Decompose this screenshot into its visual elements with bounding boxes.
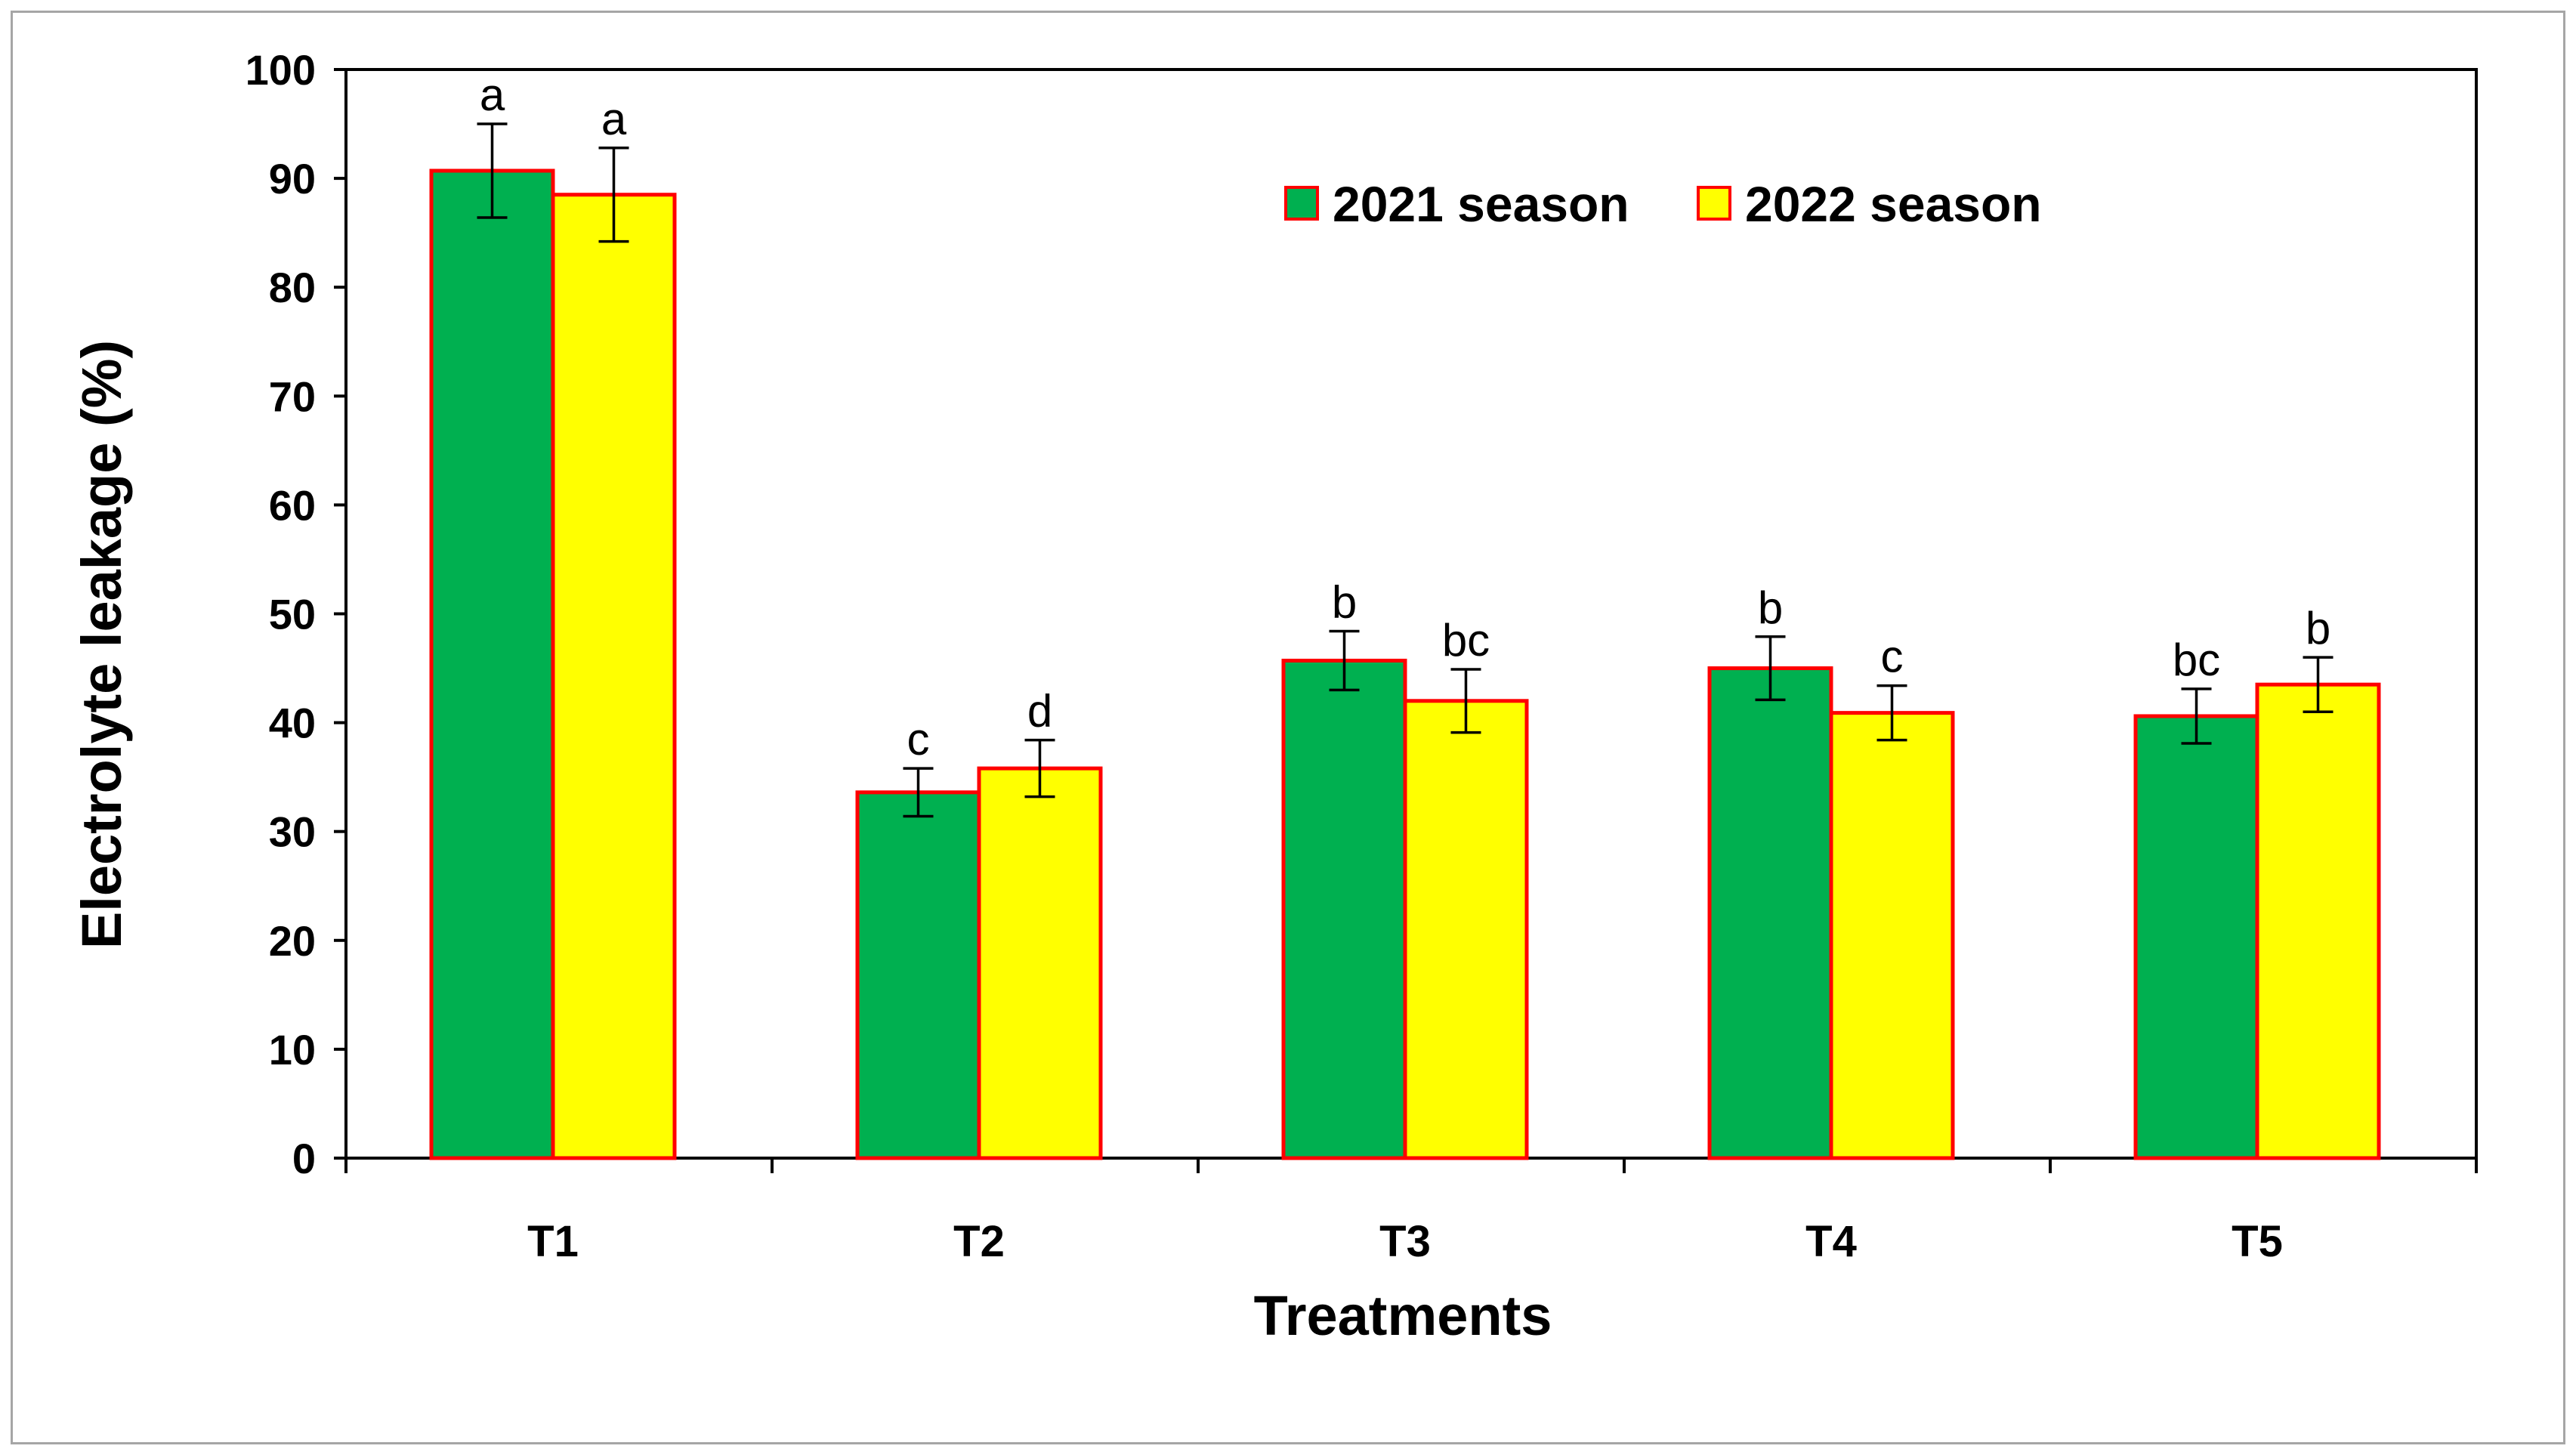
significance-letter: b: [1758, 582, 1783, 633]
y-axis-title: Electrolyte leakage (%): [70, 340, 133, 949]
x-category-label: T1: [527, 1217, 579, 1266]
bar: [977, 766, 1103, 1160]
y-tick-label: 10: [269, 1026, 316, 1073]
significance-letter: d: [1027, 686, 1052, 737]
bar: [429, 168, 555, 1160]
legend: 2021 season 2022 season: [1284, 176, 2042, 232]
y-tick-label: 70: [269, 372, 316, 420]
x-category-label: T4: [1805, 1217, 1857, 1266]
y-tick-label: 20: [269, 917, 316, 965]
y-tick-label: 80: [269, 264, 316, 311]
significance-letter: b: [1332, 577, 1357, 628]
y-tick-label: 60: [269, 481, 316, 529]
y-tick-label: 50: [269, 591, 316, 638]
significance-letter: a: [601, 94, 627, 144]
y-tick-label: 100: [246, 46, 316, 94]
significance-letter: bc: [2173, 635, 2220, 685]
significance-letter: c: [907, 714, 930, 765]
bar: [1403, 699, 1529, 1160]
bar: [2255, 682, 2381, 1160]
y-tick-label: 0: [292, 1135, 316, 1182]
y-tick-label: 40: [269, 700, 316, 747]
significance-letter: b: [2306, 603, 2330, 653]
significance-letter: a: [480, 70, 505, 120]
bar: [855, 790, 981, 1160]
x-category-label: T5: [2232, 1217, 2283, 1266]
bar: [1707, 666, 1833, 1160]
legend-label-2022: 2022 season: [1745, 176, 2042, 232]
bar: [1281, 658, 1407, 1160]
x-category-label: T3: [1379, 1217, 1431, 1266]
significance-letter: bc: [1442, 615, 1490, 666]
x-axis-title: Treatments: [1254, 1284, 1552, 1347]
bar: [1829, 711, 1955, 1160]
legend-label-2021: 2021 season: [1333, 176, 1629, 232]
significance-letter: c: [1881, 632, 1904, 682]
bars: [429, 168, 2381, 1160]
y-axis: 0 10 20 30 40 50 60 70 80 90 100: [246, 46, 346, 1182]
legend-swatch-2022: [1697, 186, 1731, 221]
y-tick-label: 30: [269, 808, 316, 856]
error-bars: [477, 122, 2334, 818]
y-tick-label: 90: [269, 155, 316, 202]
x-category-label: T2: [953, 1217, 1005, 1266]
bar: [551, 193, 677, 1160]
x-axis: T1 T2 T3 T4 T5: [344, 1158, 2478, 1266]
bar: [2133, 714, 2259, 1160]
legend-swatch-2021: [1284, 186, 1319, 221]
